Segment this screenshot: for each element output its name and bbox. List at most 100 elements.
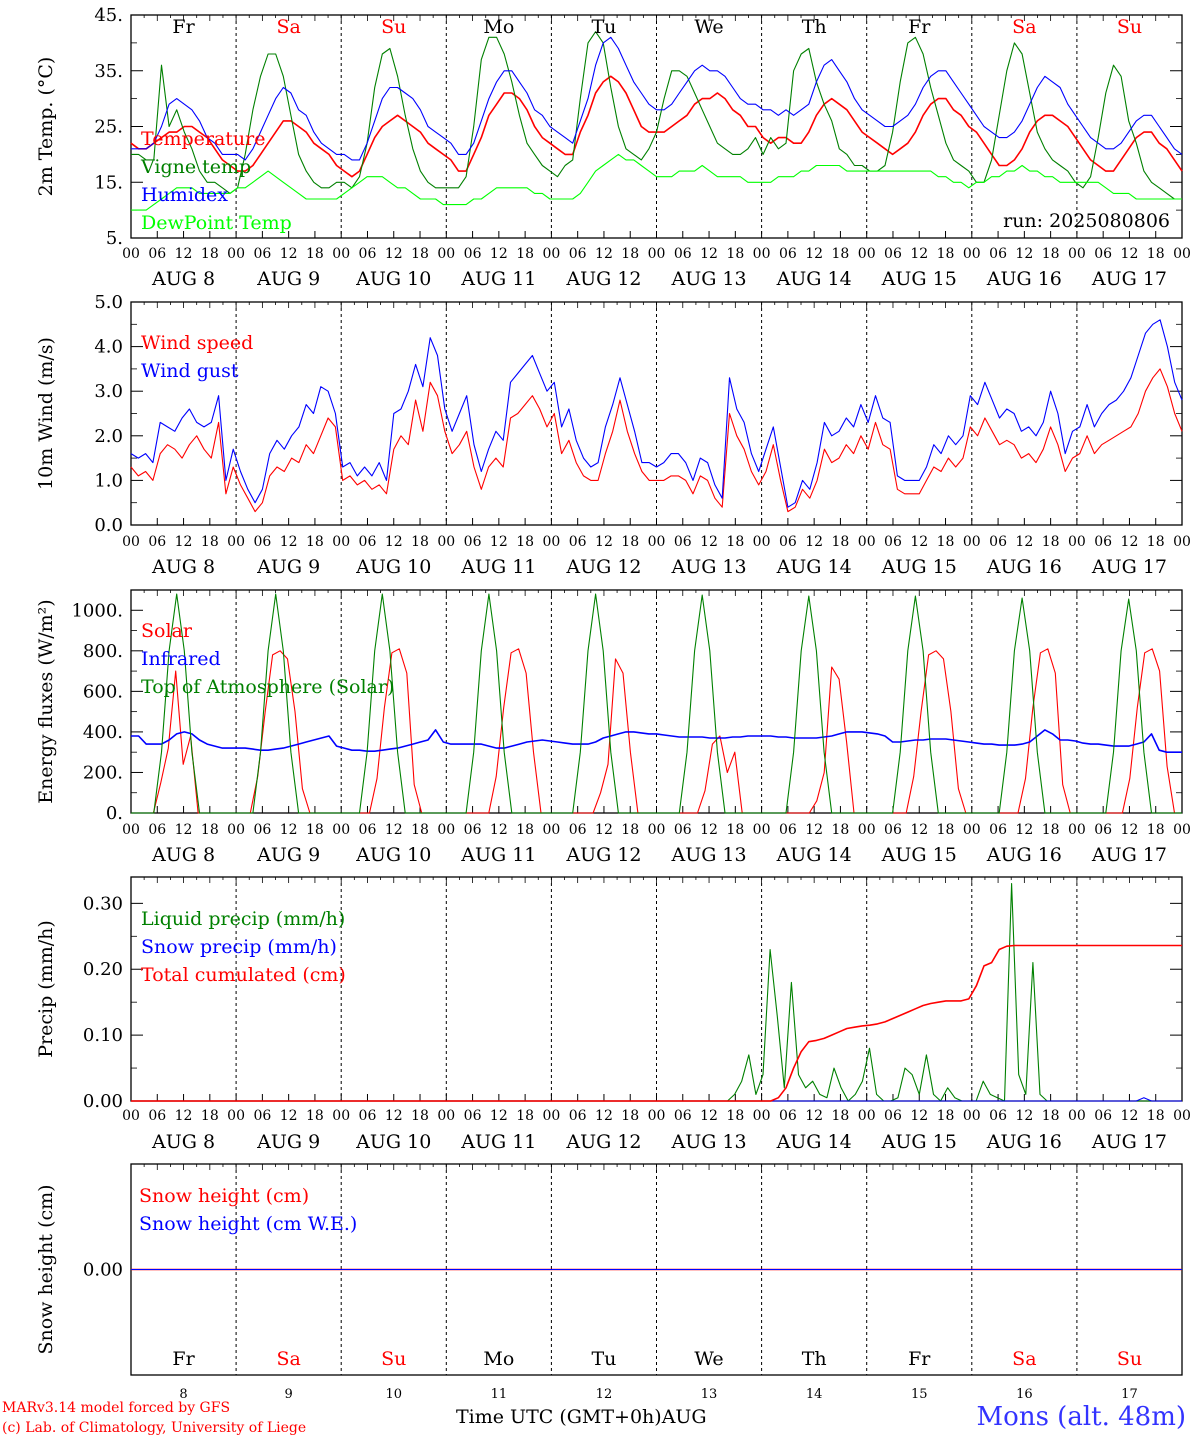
hour-tick-label: 12 xyxy=(385,822,403,838)
hour-tick-label: 18 xyxy=(621,246,639,262)
hour-tick-label: 18 xyxy=(832,246,850,262)
legend-entry: Infrared xyxy=(141,648,221,670)
date-label: AUG 11 xyxy=(460,844,536,866)
hour-tick-label: 00 xyxy=(1068,534,1086,550)
hour-tick-label: 18 xyxy=(726,534,744,550)
date-label: AUG 17 xyxy=(1091,556,1167,578)
legend-entry: Temperature xyxy=(141,128,265,150)
date-label: AUG 12 xyxy=(565,556,641,578)
date-label: AUG 14 xyxy=(776,1131,852,1153)
y-tick-label: 5.0 xyxy=(94,292,123,313)
date-label: AUG 12 xyxy=(565,268,641,290)
y-tick-label: 600. xyxy=(83,681,123,702)
hour-tick-label: 12 xyxy=(910,246,928,262)
date-label: AUG 17 xyxy=(1091,1131,1167,1153)
y-tick-label: 0.10 xyxy=(83,1025,123,1046)
hour-tick-label: 18 xyxy=(411,822,429,838)
day-number-label: 17 xyxy=(1121,1387,1138,1402)
hour-tick-label: 06 xyxy=(569,1108,587,1124)
plot-frame xyxy=(130,301,1183,526)
hour-tick-label: 06 xyxy=(1094,246,1112,262)
hour-tick-label: 18 xyxy=(832,822,850,838)
y-tick-label: 0.0 xyxy=(94,515,123,536)
hour-tick-label: 18 xyxy=(411,246,429,262)
date-label: AUG 15 xyxy=(881,844,957,866)
y-tick-label: 15. xyxy=(94,172,123,193)
hour-tick-label: 06 xyxy=(464,246,482,262)
hour-tick-label: 12 xyxy=(280,534,298,550)
weekday-label: Th xyxy=(802,1348,827,1370)
hour-tick-label: 00 xyxy=(227,246,245,262)
hour-tick-label: 06 xyxy=(779,822,797,838)
hour-tick-label: 00 xyxy=(858,1108,876,1124)
hour-tick-label: 12 xyxy=(910,1108,928,1124)
hour-tick-label: 06 xyxy=(1094,822,1112,838)
date-label: AUG 12 xyxy=(565,844,641,866)
weekday-label: Sa xyxy=(1012,16,1036,38)
hour-tick-label: 18 xyxy=(726,1108,744,1124)
weekday-label: Sa xyxy=(1012,1348,1036,1370)
hour-tick-label: 18 xyxy=(306,246,324,262)
station-name: Mons (alt. 48m) xyxy=(976,1402,1186,1432)
hour-tick-label: 12 xyxy=(910,534,928,550)
weekday-label: Mo xyxy=(483,1348,514,1370)
y-tick-label: 5. xyxy=(106,228,123,249)
hour-tick-label: 00 xyxy=(753,822,771,838)
hour-tick-label: 18 xyxy=(306,1108,324,1124)
day-number-label: 13 xyxy=(701,1387,718,1402)
hour-tick-label: 06 xyxy=(674,822,692,838)
weekday-label: Tu xyxy=(591,1348,616,1370)
hour-tick-label: 00 xyxy=(1068,246,1086,262)
hour-tick-label: 06 xyxy=(148,246,166,262)
credit-line-1: MARv3.14 model forced by GFS xyxy=(2,1400,231,1416)
hour-tick-label: 12 xyxy=(595,246,613,262)
hour-tick-label: 12 xyxy=(280,822,298,838)
hour-tick-label: 12 xyxy=(700,822,718,838)
hour-tick-label: 00 xyxy=(1173,246,1191,262)
date-label: AUG 9 xyxy=(256,268,320,290)
y-axis-title: 2m Temp. (°C) xyxy=(35,57,57,197)
date-label: AUG 10 xyxy=(355,556,431,578)
date-label: AUG 13 xyxy=(670,556,746,578)
hour-tick-label: 18 xyxy=(832,534,850,550)
hour-tick-label: 00 xyxy=(437,246,455,262)
hour-tick-label: 12 xyxy=(700,1108,718,1124)
hour-tick-label: 06 xyxy=(989,1108,1007,1124)
hour-tick-label: 12 xyxy=(175,822,193,838)
hour-tick-label: 18 xyxy=(516,822,534,838)
hour-tick-label: 00 xyxy=(542,246,560,262)
hour-tick-label: 18 xyxy=(937,246,955,262)
hour-tick-label: 12 xyxy=(490,534,508,550)
date-label: AUG 8 xyxy=(151,556,215,578)
legend-entry: Wind gust xyxy=(141,360,239,382)
hour-tick-label: 00 xyxy=(1068,822,1086,838)
hour-tick-label: 00 xyxy=(227,822,245,838)
hour-tick-label: 06 xyxy=(989,822,1007,838)
hour-tick-label: 12 xyxy=(175,246,193,262)
hour-tick-label: 00 xyxy=(332,246,350,262)
legend-entry: Total cumulated (cm) xyxy=(141,964,346,986)
day-number-label: 8 xyxy=(179,1387,187,1402)
legend-entry: Snow precip (mm/h) xyxy=(141,936,337,958)
date-label: AUG 13 xyxy=(670,1131,746,1153)
weekday-label: We xyxy=(694,16,723,38)
hour-tick-label: 06 xyxy=(674,246,692,262)
date-label: AUG 16 xyxy=(986,844,1062,866)
date-label: AUG 12 xyxy=(565,1131,641,1153)
date-label: AUG 9 xyxy=(256,1131,320,1153)
hour-tick-label: 12 xyxy=(595,1108,613,1124)
legend-entry: Solar xyxy=(141,620,193,642)
hour-tick-label: 00 xyxy=(227,534,245,550)
hour-tick-label: 18 xyxy=(1042,246,1060,262)
hour-tick-label: 06 xyxy=(464,1108,482,1124)
hour-tick-label: 00 xyxy=(648,822,666,838)
hour-tick-label: 06 xyxy=(359,1108,377,1124)
day-number-label: 11 xyxy=(491,1387,508,1402)
hour-tick-label: 12 xyxy=(385,246,403,262)
y-tick-label: 25. xyxy=(94,117,123,138)
hour-tick-label: 06 xyxy=(989,534,1007,550)
hour-tick-label: 00 xyxy=(122,1108,140,1124)
hour-tick-label: 00 xyxy=(753,534,771,550)
hour-tick-label: 00 xyxy=(858,534,876,550)
y-tick-label: 1000. xyxy=(71,600,123,621)
